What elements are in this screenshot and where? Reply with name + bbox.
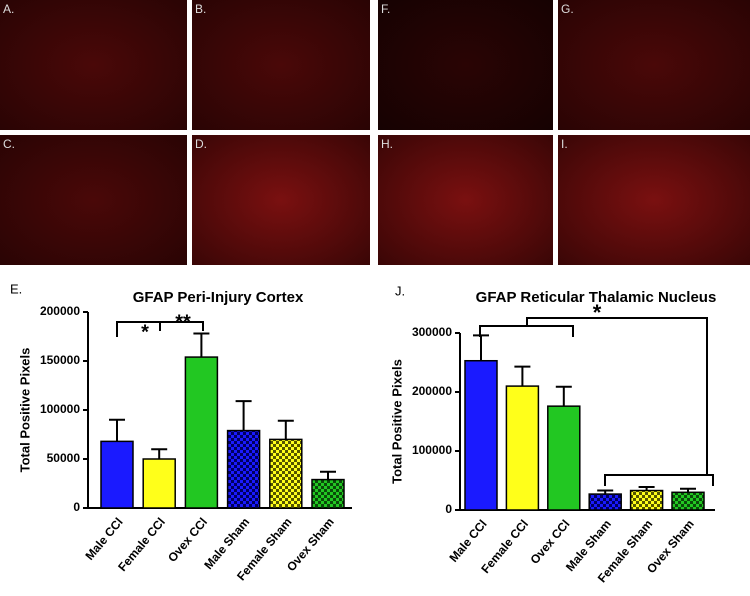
y-axis-label: Total Positive Pixels: [17, 348, 32, 473]
chart-title: GFAP Peri-Injury Cortex: [133, 289, 304, 306]
significance: *: [141, 321, 149, 343]
micrograph: [192, 135, 370, 265]
error-bar: [473, 334, 489, 361]
bar: [269, 438, 303, 509]
bar: [547, 405, 581, 511]
bar: [226, 429, 261, 509]
panel-letter: B.: [195, 2, 206, 16]
panel-letter: A.: [3, 2, 14, 16]
micrograph: [558, 135, 750, 265]
y-tick-label: 100000: [40, 402, 80, 416]
y-tick-label: 100000: [412, 443, 452, 457]
error-bar: [555, 385, 572, 407]
y-tick-label: 0: [445, 502, 452, 516]
x-tick-label: Ovex CCl: [165, 515, 210, 565]
panel-label: E.: [10, 281, 22, 296]
error-bar: [235, 400, 252, 431]
bar: [588, 493, 622, 511]
panel-letter: F.: [381, 2, 390, 16]
image-grid: A. B. C. D. F. G. H. I.: [0, 0, 750, 265]
micrograph: [378, 135, 553, 265]
error-bar: [320, 470, 336, 480]
micrograph: [0, 135, 187, 265]
significance: **: [175, 311, 191, 333]
bar: [629, 489, 664, 511]
y-tick-label: 150000: [40, 353, 80, 367]
panel-letter: I.: [561, 137, 568, 151]
error-bar: [151, 448, 168, 459]
significance-brackets: * ** *: [116, 300, 714, 486]
chart-title: GFAP Reticular Thalamic Nucleus: [476, 289, 717, 306]
bar: [505, 385, 540, 511]
significance: *: [593, 300, 602, 325]
error-bar: [638, 485, 655, 491]
bracket: [604, 474, 714, 486]
x-tick-label: Ovex CCl: [528, 517, 573, 567]
bar: [464, 359, 498, 511]
panel-label: J.: [395, 283, 405, 298]
bar: [100, 440, 134, 509]
error-bar: [193, 332, 210, 358]
panel-letter: G.: [561, 2, 574, 16]
bracket: [526, 317, 708, 475]
y-tick-label: 0: [73, 500, 80, 514]
error-bar: [514, 365, 531, 387]
panel-letter: C.: [3, 137, 15, 151]
error-bar: [109, 418, 125, 442]
bar: [671, 491, 705, 511]
micrograph: [378, 0, 553, 130]
panel-letter: H.: [381, 137, 393, 151]
bar: [311, 478, 345, 509]
y-tick-label: 200000: [40, 304, 80, 318]
bar: [142, 458, 176, 509]
error-bar: [597, 489, 614, 495]
error-bar: [680, 487, 696, 493]
bracket: [479, 325, 574, 337]
x-tick-label: Male CCl: [446, 517, 489, 565]
panel-letter: D.: [195, 137, 207, 151]
y-tick-label: 50000: [47, 451, 81, 465]
micrograph: [558, 0, 750, 130]
error-bar: [277, 419, 294, 440]
micrograph: [0, 0, 187, 130]
micrograph: [192, 0, 370, 130]
x-tick-label: Male CCl: [82, 515, 125, 563]
y-tick-label: 200000: [412, 384, 452, 398]
y-axis-label: Total Positive Pixels: [389, 359, 404, 484]
y-tick-label: 300000: [412, 325, 452, 339]
bar: [184, 356, 219, 509]
